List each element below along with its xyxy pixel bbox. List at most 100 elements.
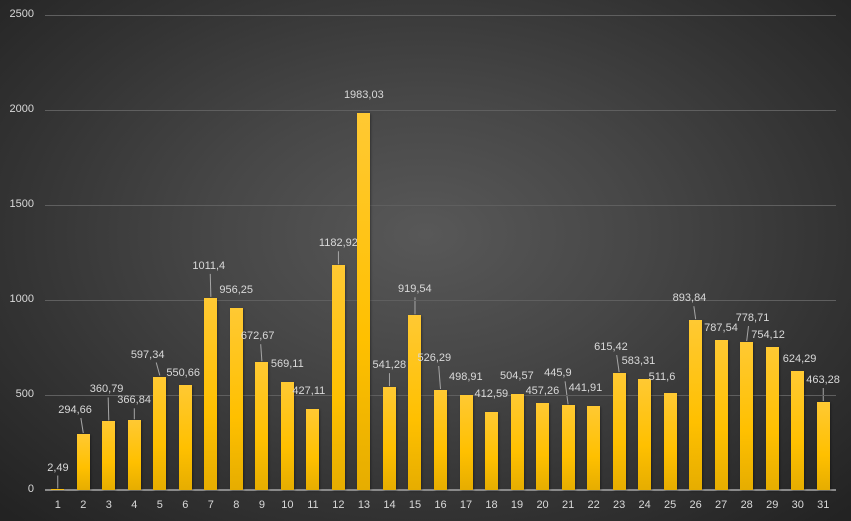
y-tick-label: 1000: [9, 293, 34, 305]
x-tick-label: 10: [281, 499, 294, 511]
bar-day-26[interactable]: [689, 320, 703, 490]
gridline: [45, 205, 836, 206]
bar-day-19[interactable]: [510, 394, 524, 490]
data-label: 597,34: [130, 348, 165, 361]
data-label: 919,54: [397, 283, 432, 296]
x-tick-label: 31: [817, 499, 830, 511]
bar-day-9[interactable]: [255, 362, 269, 490]
leader-line: [155, 362, 161, 376]
bar-day-31[interactable]: [816, 401, 830, 490]
data-label: 412,59: [474, 387, 509, 400]
x-tick-label: 27: [715, 499, 728, 511]
leader-line: [746, 325, 749, 342]
bar-day-18[interactable]: [485, 411, 499, 490]
bar-day-27[interactable]: [714, 340, 728, 490]
x-tick-label: 12: [332, 499, 345, 511]
leader-line: [107, 397, 110, 421]
gridline: [45, 15, 836, 16]
x-tick-label: 17: [459, 499, 473, 511]
x-tick-label: 21: [561, 499, 575, 511]
bar-day-16[interactable]: [434, 390, 447, 490]
x-tick-label: 25: [664, 499, 677, 511]
x-tick-label: 22: [587, 499, 600, 511]
bar-day-10[interactable]: [280, 381, 294, 490]
bar-day-5[interactable]: [153, 376, 167, 490]
data-label: 294,66: [58, 404, 92, 416]
data-label: 615,42: [594, 341, 628, 354]
data-label: 956,25: [219, 284, 254, 297]
bar-day-29[interactable]: [765, 346, 779, 490]
x-tick-label: 7: [207, 499, 214, 511]
data-label: 360,79: [89, 383, 124, 396]
data-label: 1011,4: [192, 259, 226, 272]
x-tick-label: 13: [357, 499, 371, 511]
data-label: 498,91: [449, 371, 483, 384]
data-label: 787,54: [704, 322, 738, 335]
bar-day-6[interactable]: [178, 385, 192, 490]
y-tick-label: 500: [15, 388, 34, 400]
y-tick-label: 2000: [9, 103, 34, 115]
gridline: [45, 110, 836, 111]
bar-day-25[interactable]: [663, 392, 677, 490]
bar-day-28[interactable]: [740, 342, 754, 490]
x-tick-label: 19: [510, 499, 524, 511]
x-tick-label: 18: [485, 499, 498, 511]
bar-day-14[interactable]: [382, 387, 396, 490]
data-label: 754,12: [751, 328, 785, 341]
data-label: 893,84: [672, 292, 707, 305]
bar-day-2[interactable]: [76, 434, 90, 490]
bar-day-17[interactable]: [459, 395, 473, 490]
data-label: 526,29: [417, 352, 452, 364]
bar-day-12[interactable]: [331, 265, 345, 490]
data-label: 624,29: [782, 353, 817, 366]
x-tick-label: 5: [156, 499, 163, 511]
bar-day-1[interactable]: [51, 489, 65, 490]
x-tick-label: 1: [54, 499, 61, 511]
bar-day-24[interactable]: [638, 379, 652, 490]
data-label: 583,31: [621, 355, 656, 368]
leader-line: [80, 417, 84, 434]
x-tick-label: 20: [536, 499, 549, 511]
bar-day-30[interactable]: [791, 371, 805, 490]
bar-day-7[interactable]: [204, 297, 218, 490]
bar-day-15[interactable]: [408, 315, 422, 490]
x-tick-label: 6: [182, 499, 189, 511]
leader-line: [260, 344, 263, 362]
data-label: 511,6: [648, 370, 676, 383]
bar-day-21[interactable]: [561, 405, 575, 490]
x-tick-label: 8: [233, 499, 240, 511]
bar-day-13[interactable]: [357, 113, 371, 490]
x-tick-label: 30: [791, 499, 804, 511]
x-tick-label: 16: [434, 499, 447, 511]
data-label: 541,28: [372, 359, 407, 372]
data-label: 1983,03: [343, 89, 384, 102]
data-label: 366,84: [117, 394, 151, 407]
data-label: 778,71: [735, 312, 770, 325]
data-label: 672,67: [240, 330, 275, 343]
x-tick-label: 26: [689, 499, 702, 511]
data-label: 457,26: [525, 385, 560, 398]
data-label: 569,11: [270, 357, 304, 370]
x-tick-label: 4: [131, 499, 138, 511]
bar-day-11[interactable]: [306, 408, 320, 490]
leader-line: [438, 365, 441, 390]
bar-day-22[interactable]: [587, 406, 601, 490]
bar-day-3[interactable]: [102, 421, 116, 490]
x-tick-label: 9: [258, 499, 265, 511]
bar-day-8[interactable]: [229, 308, 243, 490]
bar-day-23[interactable]: [612, 373, 626, 490]
data-label: 445,9: [544, 367, 572, 380]
x-tick-label: 24: [638, 499, 651, 511]
bar-day-20[interactable]: [536, 403, 550, 490]
leader-line: [693, 306, 697, 320]
data-label: 427,11: [292, 384, 326, 397]
x-tick-label: 23: [612, 499, 626, 511]
x-axis-line: [45, 489, 836, 491]
data-label: 463,28: [806, 373, 840, 386]
x-tick-label: 3: [105, 499, 112, 511]
x-tick-label: 14: [383, 499, 396, 511]
leader-line: [209, 273, 212, 297]
bar-day-4[interactable]: [127, 420, 141, 490]
x-tick-label: 29: [766, 499, 779, 511]
